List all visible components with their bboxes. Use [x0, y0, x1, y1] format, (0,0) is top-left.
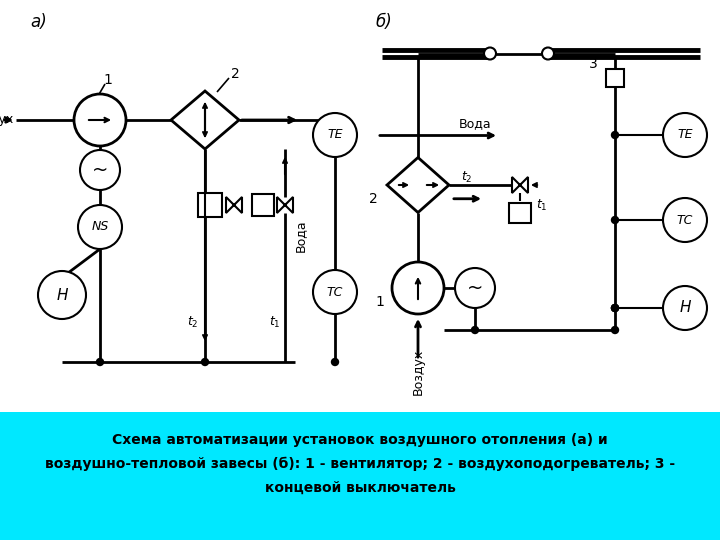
Text: б): б) — [375, 13, 392, 31]
Text: концевой выключатель: концевой выключатель — [264, 481, 456, 495]
Text: 1: 1 — [376, 295, 384, 309]
Text: Воздух: Воздух — [412, 349, 425, 395]
Circle shape — [202, 359, 209, 366]
Text: TC: TC — [677, 213, 693, 226]
Circle shape — [472, 327, 479, 334]
Text: 3: 3 — [589, 57, 598, 71]
Circle shape — [74, 94, 126, 146]
Circle shape — [611, 217, 618, 224]
Polygon shape — [512, 177, 528, 193]
Text: TC: TC — [327, 286, 343, 299]
Text: 1: 1 — [104, 73, 112, 87]
Circle shape — [611, 327, 618, 334]
Bar — [606, 69, 624, 87]
Circle shape — [313, 113, 357, 157]
Circle shape — [80, 150, 120, 190]
Bar — [198, 193, 222, 217]
Circle shape — [611, 305, 618, 312]
Circle shape — [663, 286, 707, 330]
Text: ~: ~ — [92, 160, 108, 179]
Circle shape — [392, 262, 444, 314]
Text: $t_2$: $t_2$ — [462, 170, 473, 185]
Circle shape — [38, 271, 86, 319]
Bar — [252, 194, 274, 216]
Text: Схема автоматизации установок воздушного отопления (а) и: Схема автоматизации установок воздушного… — [112, 433, 608, 447]
Circle shape — [611, 132, 618, 138]
Text: H: H — [679, 300, 690, 315]
Circle shape — [331, 359, 338, 366]
Polygon shape — [387, 158, 449, 213]
Circle shape — [78, 205, 122, 249]
Bar — [509, 203, 531, 223]
Circle shape — [313, 270, 357, 314]
Circle shape — [455, 268, 495, 308]
Text: TE: TE — [328, 129, 343, 141]
Polygon shape — [226, 197, 242, 213]
Text: ~: ~ — [467, 279, 483, 298]
Circle shape — [542, 48, 554, 59]
Circle shape — [663, 198, 707, 242]
Circle shape — [96, 359, 104, 366]
Bar — [0, 412, 720, 540]
Text: $t_1$: $t_1$ — [269, 314, 281, 329]
Circle shape — [611, 305, 618, 312]
Text: $t_2$: $t_2$ — [187, 314, 199, 329]
Text: Вода: Вода — [294, 220, 307, 252]
Text: 2: 2 — [230, 67, 239, 81]
Text: а): а) — [30, 13, 47, 31]
Polygon shape — [171, 91, 239, 149]
Circle shape — [484, 48, 496, 59]
Polygon shape — [277, 197, 293, 213]
Text: воздушно-тепловой завесы (б): 1 - вентилятор; 2 - воздухоподогреватель; 3 -: воздушно-тепловой завесы (б): 1 - вентил… — [45, 457, 675, 471]
Circle shape — [611, 305, 618, 312]
Text: Вода: Вода — [459, 117, 491, 130]
Text: Воздух: Воздух — [0, 113, 14, 126]
Text: NS: NS — [91, 220, 109, 233]
Text: TE: TE — [678, 129, 693, 141]
Text: 2: 2 — [369, 192, 377, 206]
Text: $t_1$: $t_1$ — [536, 198, 548, 213]
Circle shape — [663, 113, 707, 157]
Text: H: H — [56, 287, 68, 302]
